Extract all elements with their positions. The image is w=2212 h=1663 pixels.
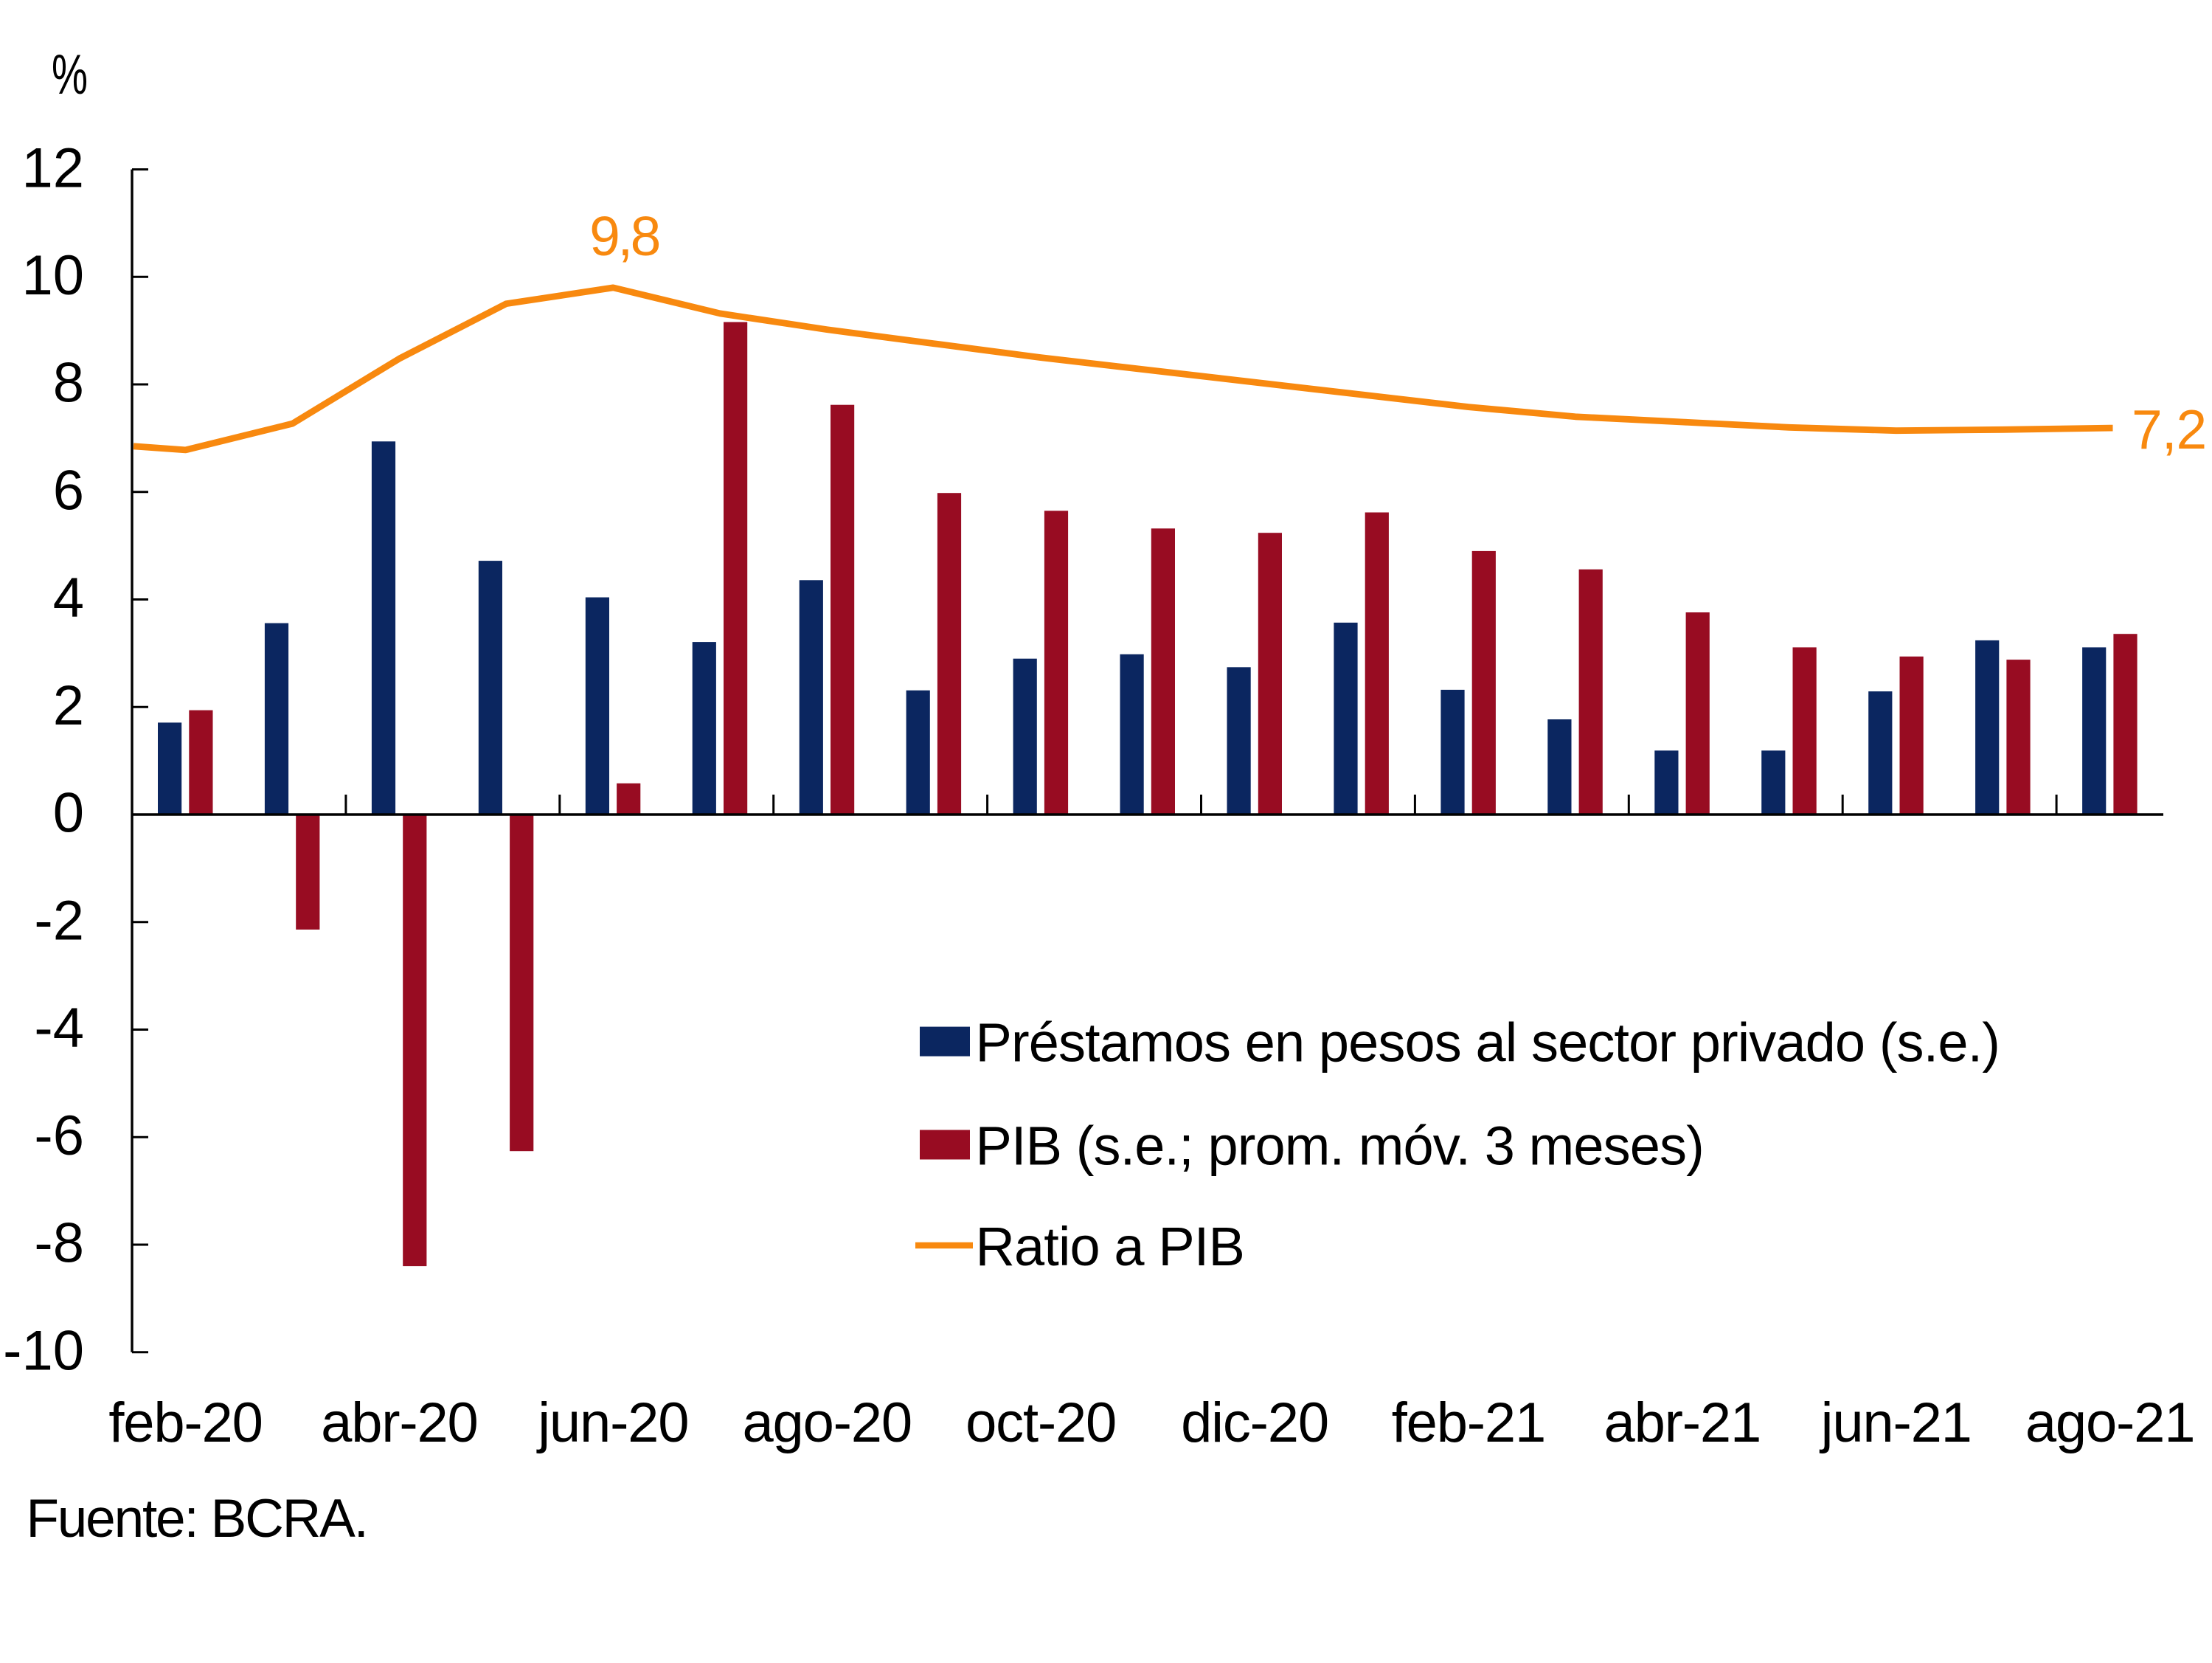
svg-text:8: 8 [53,352,84,415]
svg-text:2: 2 [53,674,84,737]
svg-text:ago-21: ago-21 [2025,1391,2194,1454]
svg-text:7,2: 7,2 [2132,398,2206,460]
svg-text:jun-20: jun-20 [536,1391,688,1454]
svg-text:6: 6 [53,460,84,522]
svg-text:%: % [52,44,88,106]
svg-text:-8: -8 [34,1212,84,1275]
svg-text:-10: -10 [3,1319,84,1382]
svg-text:feb-20: feb-20 [108,1391,262,1454]
svg-text:PIB (s.e.; prom. móv. 3 meses): PIB (s.e.; prom. móv. 3 meses) [976,1116,1704,1177]
svg-text:feb-21: feb-21 [1392,1391,1545,1454]
svg-text:Ratio a PIB: Ratio a PIB [976,1216,1244,1277]
svg-text:-4: -4 [34,997,84,1059]
svg-text:abr-20: abr-20 [321,1391,478,1454]
svg-text:4: 4 [53,567,84,629]
svg-text:jun-21: jun-21 [1820,1391,1972,1454]
svg-text:abr-21: abr-21 [1604,1391,1761,1454]
svg-text:oct-20: oct-20 [965,1391,1116,1454]
svg-text:10: 10 [21,244,84,307]
svg-text:Préstamos en pesos al sector p: Préstamos en pesos al sector privado (s.… [976,1012,2000,1073]
svg-text:0: 0 [53,782,84,845]
svg-text:12: 12 [21,136,84,199]
svg-text:-2: -2 [34,889,84,952]
svg-text:-6: -6 [34,1104,84,1167]
svg-text:9,8: 9,8 [589,205,659,267]
svg-text:ago-20: ago-20 [742,1391,911,1454]
svg-text:dic-20: dic-20 [1181,1391,1328,1454]
svg-text:Fuente: BCRA.: Fuente: BCRA. [26,1489,367,1549]
